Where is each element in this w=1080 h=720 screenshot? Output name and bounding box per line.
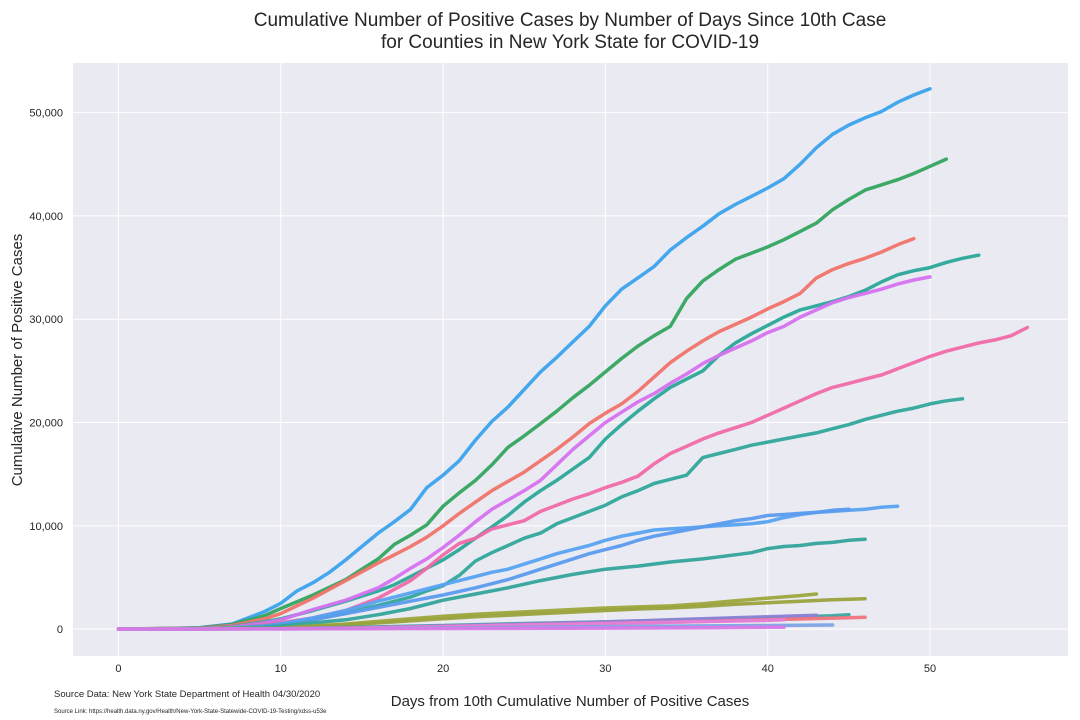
source-link-note: Source Link: https://health.data.ny.gov/… — [54, 709, 327, 715]
plot-background — [73, 63, 1068, 656]
series-line-7 — [116, 397, 965, 631]
x-tick-label: 30 — [599, 663, 611, 675]
series-line-18 — [116, 625, 786, 631]
series-line-10 — [116, 537, 867, 631]
x-tick-label: 50 — [924, 663, 936, 675]
source-data-note: Source Data: New York State Department o… — [54, 689, 320, 700]
series-line-1 — [116, 87, 932, 631]
x-tick-label: 40 — [762, 663, 774, 675]
series-line-6 — [116, 325, 1030, 631]
y-tick-label: 50,000 — [29, 108, 63, 120]
chart-title-line-2: for Counties in New York State for COVID… — [381, 32, 759, 53]
x-tick-label: 20 — [437, 663, 449, 675]
chart-title-line-1: Cumulative Number of Positive Cases by N… — [254, 10, 887, 31]
series-line-3 — [116, 236, 916, 631]
y-tick-label: 0 — [57, 624, 63, 636]
series-line-5 — [116, 275, 932, 631]
plot-area: 0 10 20 30 40 50 0 10,000 20,000 30,000 40,000 50,0… — [29, 63, 1068, 675]
y-tick-label: 10,000 — [29, 521, 63, 533]
series-line-12 — [116, 596, 867, 631]
y-axis-label: Cumulative Number of Positive Cases — [9, 234, 26, 487]
y-tick-label: 30,000 — [29, 314, 63, 326]
x-tick-label: 0 — [115, 663, 121, 675]
y-tick-label: 20,000 — [29, 418, 63, 430]
y-tick-label: 40,000 — [29, 211, 63, 223]
series-line-2 — [116, 157, 949, 631]
x-axis-label: Days from 10th Cumulative Number of Posi… — [391, 693, 749, 710]
series-line-9 — [116, 507, 851, 631]
x-tick-label: 10 — [275, 663, 287, 675]
series-line-4 — [116, 253, 981, 631]
